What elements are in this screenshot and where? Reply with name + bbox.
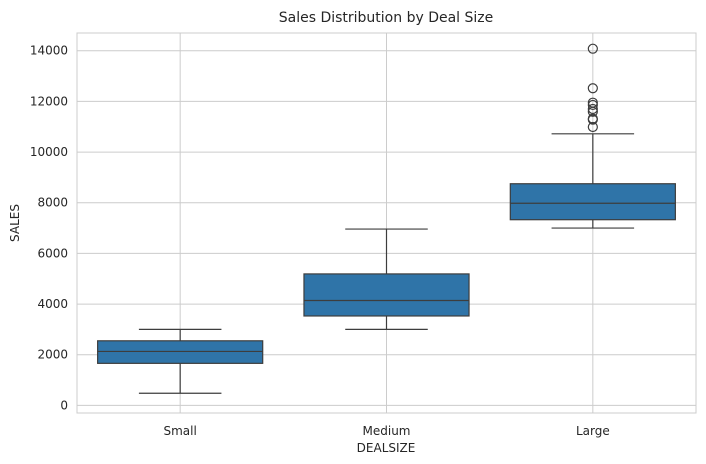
box-large [509,43,676,229]
x-tick-label: Large [576,424,610,438]
outlier-point [587,113,598,124]
iqr-box [97,340,264,364]
outlier-point [587,97,598,108]
y-axis-label: SALES [8,204,22,242]
y-tick-label: 0 [60,398,68,412]
x-axis-ticks: Small Medium Large [164,424,610,438]
y-tick-label: 10000 [30,145,68,159]
boxes-layer [97,43,676,394]
x-tick-label: Small [164,424,197,438]
outlier-point [587,43,598,54]
iqr-box [303,273,470,317]
y-tick-label: 6000 [37,246,68,260]
y-tick-label: 14000 [30,44,68,58]
y-tick-label: 4000 [37,297,68,311]
y-axis-ticks: 0 2000 4000 6000 8000 10000 12000 14000 [30,44,68,413]
box-small [97,328,264,394]
outlier-point [587,103,598,115]
box-medium [303,228,470,330]
outlier-point [587,121,598,133]
chart-title: Sales Distribution by Deal Size [279,10,494,26]
outlier-point [587,83,598,94]
plot-area-frame [76,32,697,414]
x-axis-label: DEALSIZE [357,441,416,455]
x-tick-label: Medium [363,424,411,438]
y-tick-label: 12000 [30,94,68,108]
iqr-box [509,183,676,221]
y-tick-label: 8000 [37,196,68,210]
y-tick-label: 2000 [37,348,68,362]
